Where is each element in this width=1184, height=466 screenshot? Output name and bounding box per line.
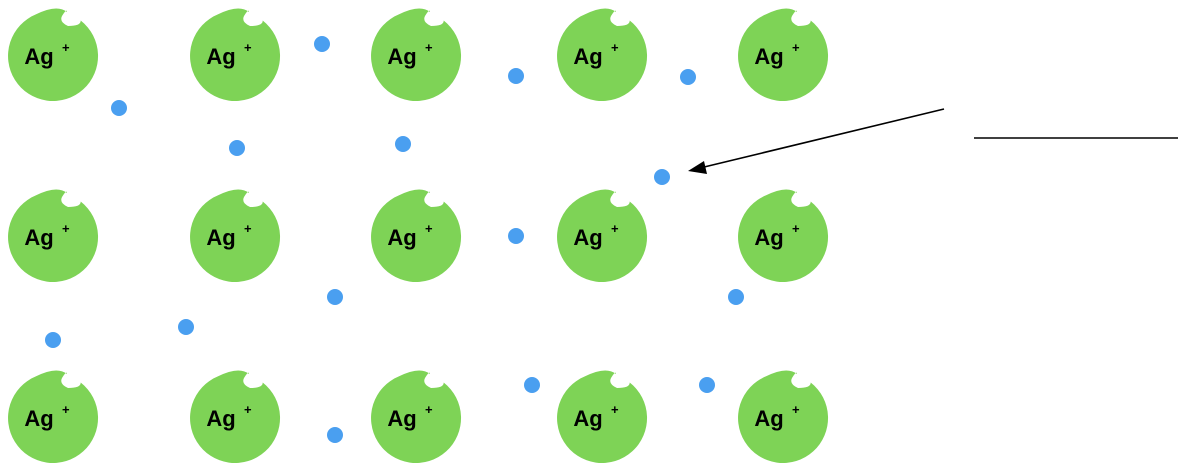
- arrow-head: [688, 161, 707, 174]
- ion-charge: +: [611, 221, 619, 236]
- ion-label: Ag: [206, 44, 235, 69]
- ion-body: [557, 370, 648, 463]
- delocalized-electrons: [45, 36, 744, 443]
- electron-3: [680, 69, 696, 85]
- ion-charge: +: [792, 40, 800, 55]
- electron-2: [508, 68, 524, 84]
- electron-4: [111, 100, 127, 116]
- ion-label: Ag: [206, 225, 235, 250]
- silver-ion-r1-c3: Ag +: [371, 8, 462, 101]
- ion-label: Ag: [387, 44, 416, 69]
- silver-ion-r2-c3: Ag +: [371, 189, 462, 282]
- electron-12: [45, 332, 61, 348]
- silver-ion-r3-c2: Ag +: [190, 370, 281, 463]
- ion-body: [190, 370, 281, 463]
- electron-10: [728, 289, 744, 305]
- ion-body: [738, 8, 829, 101]
- ion-charge: +: [244, 221, 252, 236]
- ion-body: [557, 8, 648, 101]
- ion-body: [371, 189, 462, 282]
- silver-ion-r2-c2: Ag +: [190, 189, 281, 282]
- ion-charge: +: [792, 402, 800, 417]
- electron-15: [327, 427, 343, 443]
- electron-7: [654, 169, 670, 185]
- ion-body: [738, 189, 829, 282]
- electron-14: [699, 377, 715, 393]
- ion-body: [190, 189, 281, 282]
- silver-ion-r2-c1: Ag +: [8, 189, 99, 282]
- silver-ion-r3-c5: Ag +: [738, 370, 829, 463]
- ion-body: [8, 8, 99, 101]
- ion-body: [371, 370, 462, 463]
- ion-label: Ag: [754, 44, 783, 69]
- silver-ion-r1-c5: Ag +: [738, 8, 829, 101]
- ion-charge: +: [425, 40, 433, 55]
- silver-ion-r2-c4: Ag +: [557, 189, 648, 282]
- ion-label: Ag: [573, 406, 602, 431]
- ion-label: Ag: [24, 44, 53, 69]
- electron-1: [314, 36, 330, 52]
- ion-label: Ag: [24, 225, 53, 250]
- ion-charge: +: [244, 40, 252, 55]
- silver-ion-r3-c4: Ag +: [557, 370, 648, 463]
- silver-ion-lattice: Ag + Ag + Ag + Ag + Ag +Ag + Ag + Ag + Ag + Ag +Ag + Ag + Ag + A…: [8, 8, 829, 463]
- silver-ion-r1-c2: Ag +: [190, 8, 281, 101]
- ion-label: Ag: [754, 225, 783, 250]
- ion-charge: +: [611, 402, 619, 417]
- ion-label: Ag: [24, 406, 53, 431]
- ion-charge: +: [611, 40, 619, 55]
- ion-label: Ag: [387, 225, 416, 250]
- ion-label: Ag: [573, 225, 602, 250]
- ion-label: Ag: [573, 44, 602, 69]
- ion-body: [190, 8, 281, 101]
- ion-charge: +: [62, 221, 70, 236]
- electron-5: [229, 140, 245, 156]
- ion-body: [557, 189, 648, 282]
- ion-charge: +: [62, 40, 70, 55]
- electron-8: [508, 228, 524, 244]
- silver-ion-r1-c4: Ag +: [557, 8, 648, 101]
- ion-label: Ag: [387, 406, 416, 431]
- silver-ion-r2-c5: Ag +: [738, 189, 829, 282]
- silver-ion-r3-c3: Ag +: [371, 370, 462, 463]
- ion-charge: +: [425, 221, 433, 236]
- ion-body: [8, 189, 99, 282]
- electron-6: [395, 136, 411, 152]
- ion-label: Ag: [754, 406, 783, 431]
- ion-charge: +: [244, 402, 252, 417]
- ion-body: [371, 8, 462, 101]
- ion-body: [738, 370, 829, 463]
- ion-charge: +: [62, 402, 70, 417]
- electron-9: [327, 289, 343, 305]
- ion-body: [8, 370, 99, 463]
- ion-charge: +: [425, 402, 433, 417]
- silver-ion-r3-c1: Ag +: [8, 370, 99, 463]
- electron-11: [178, 319, 194, 335]
- ion-label: Ag: [206, 406, 235, 431]
- silver-ion-r1-c1: Ag +: [8, 8, 99, 101]
- pointer-arrow: [699, 108, 945, 169]
- ion-charge: +: [792, 221, 800, 236]
- electron-13: [524, 377, 540, 393]
